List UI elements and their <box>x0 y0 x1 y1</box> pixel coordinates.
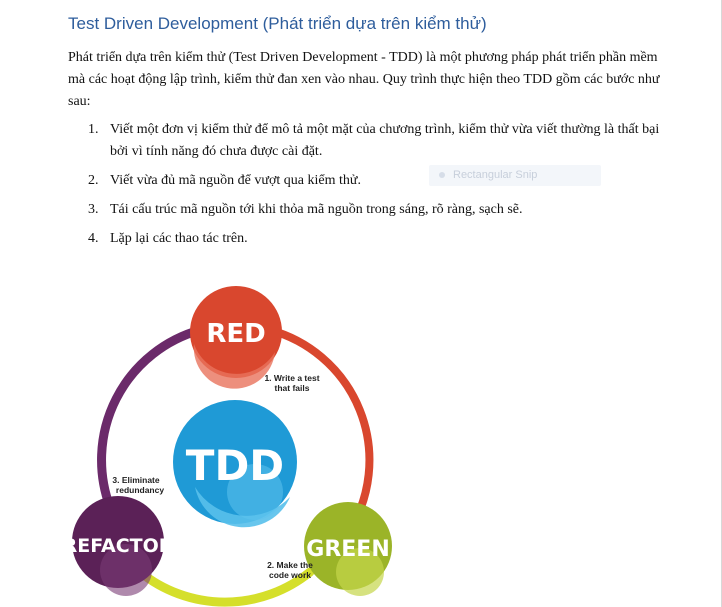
arc-red-to-green <box>266 326 374 534</box>
step2-caption-line1: 2. Make the <box>267 560 313 570</box>
arc-green-to-refactor <box>135 567 315 607</box>
tdd-center-node: TDD <box>173 400 297 528</box>
step1-caption-line2: that fails <box>275 383 310 393</box>
list-number: 2. <box>88 173 99 188</box>
red-label: RED <box>206 319 265 349</box>
step3-caption-line2: redundancy <box>116 485 164 495</box>
section-heading: Test Driven Development (Phát triển dựa … <box>68 14 487 33</box>
list-item: 4. Lặp lại các thao tác trên. <box>68 228 668 250</box>
list-number: 3. <box>88 202 99 217</box>
green-node: GREEN <box>304 502 392 596</box>
arc-refactor-to-red <box>97 325 205 512</box>
green-label: GREEN <box>306 537 389 562</box>
refactor-node: REFACTOR <box>63 496 174 596</box>
tdd-cycle-diagram: TDD RED GREEN REFACTOR 1. Write a test t… <box>63 286 392 607</box>
snip-icon <box>439 172 445 179</box>
step3-caption-line1: 3. Eliminate <box>112 475 160 485</box>
intro-paragraph: Phát triển dựa trên kiểm thử (Test Drive… <box>68 50 660 109</box>
snip-overlay: Rectangular Snip <box>429 165 601 186</box>
steps-list: 1. Viết một đơn vị kiểm thử để mô tả một… <box>68 119 668 257</box>
red-node: RED <box>190 286 282 389</box>
list-item: 1. Viết một đơn vị kiểm thử để mô tả một… <box>68 119 668 163</box>
list-number: 1. <box>88 122 99 137</box>
snip-label: Rectangular Snip <box>453 169 538 181</box>
refactor-label: REFACTOR <box>63 535 174 557</box>
list-item: 3. Tái cấu trúc mã nguồn tới khi thỏa mã… <box>68 199 668 221</box>
list-item-text: Viết một đơn vị kiểm thử để mô tả một mặ… <box>110 122 660 159</box>
list-item: 2. Viết vừa đủ mã nguồn để vượt qua kiểm… <box>68 170 668 192</box>
list-number: 4. <box>88 231 99 246</box>
step1-caption-line1: 1. Write a test <box>264 373 319 383</box>
tdd-label: TDD <box>186 441 284 490</box>
list-item-text: Viết vừa đủ mã nguồn để vượt qua kiểm th… <box>110 173 361 188</box>
list-item-text: Lặp lại các thao tác trên. <box>110 231 248 246</box>
step2-caption-line2: code work <box>269 570 311 580</box>
list-item-text: Tái cấu trúc mã nguồn tới khi thỏa mã ng… <box>110 202 523 217</box>
